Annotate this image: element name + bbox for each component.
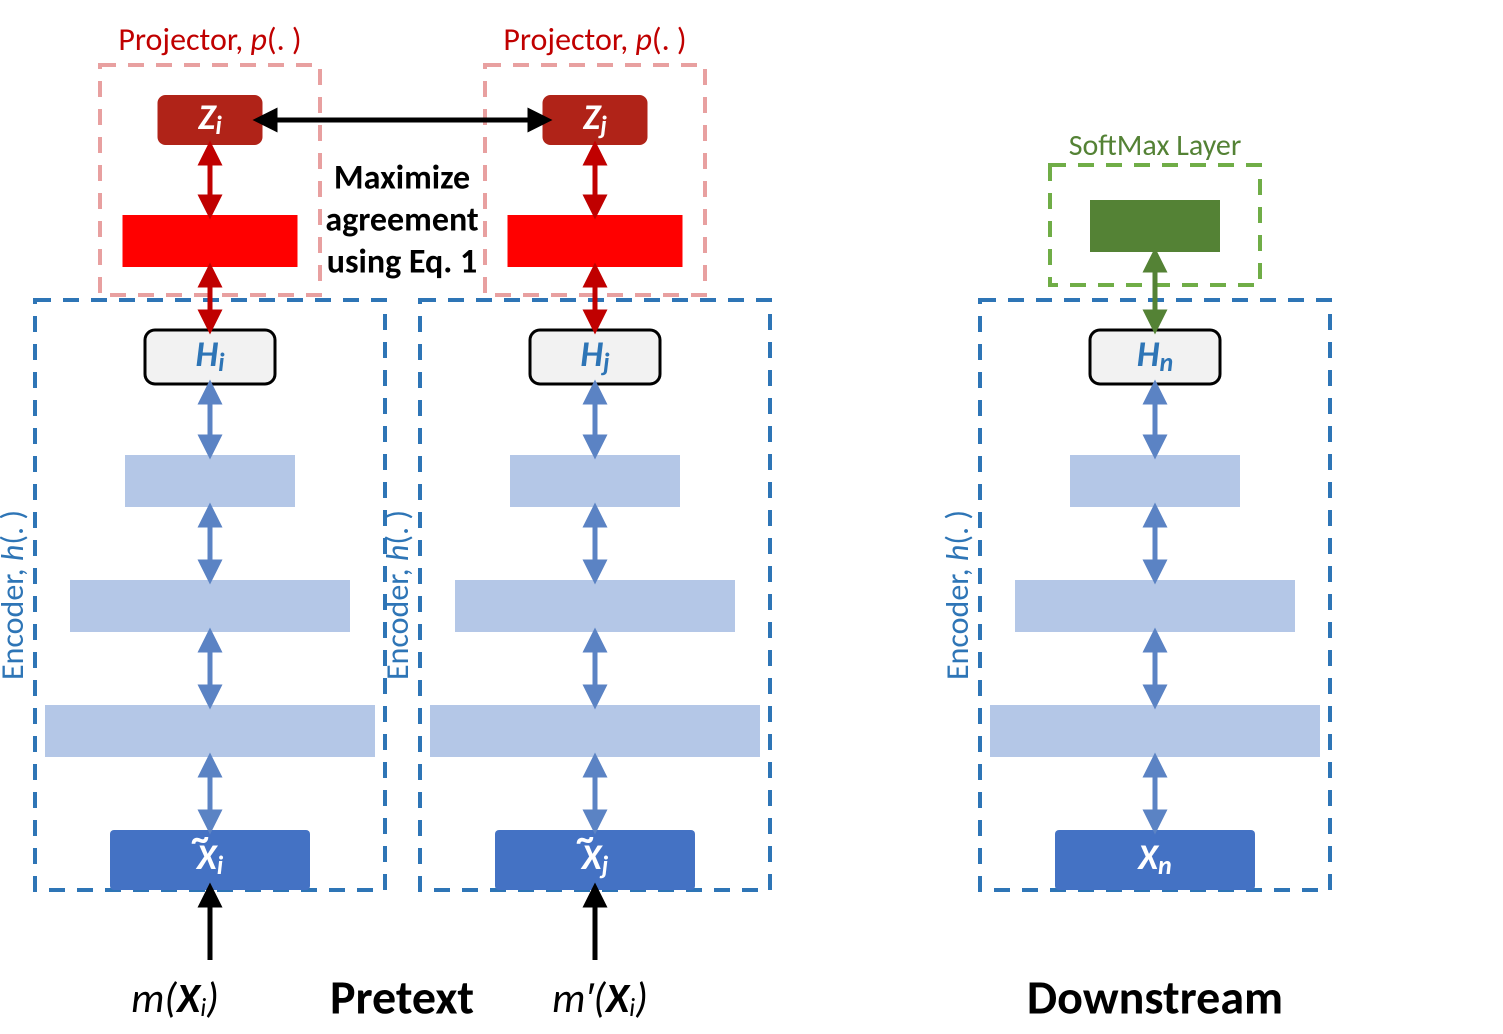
projector-layer-2: [508, 215, 683, 267]
x-label-2-tilde: ~: [576, 817, 594, 861]
m-xi-label: m(Xi): [131, 973, 219, 1024]
svg-text:Encoder, h(. ): Encoder, h(. ): [0, 510, 32, 680]
maximize-line-1: Maximize: [334, 157, 470, 198]
encoder-label-2: Encoder, h(. ): [378, 510, 417, 680]
maximize-line-2: agreement: [325, 199, 479, 240]
projector-label-1: Projector, p(. ): [118, 20, 301, 59]
enc-layer2-2: [455, 580, 735, 632]
svg-text:Encoder, h(. ): Encoder, h(. ): [378, 510, 417, 680]
projector-layer-1: [123, 215, 298, 267]
softmax-label: SoftMax Layer: [1069, 127, 1242, 164]
mp-xi-label: m′(Xi): [552, 973, 648, 1024]
softmax-layer: [1090, 200, 1220, 252]
maximize-line-3: using Eq. 1: [327, 241, 478, 282]
encoder-label-3: Encoder, h(. ): [938, 510, 977, 680]
downstream-title: Downstream: [1027, 968, 1283, 1027]
enc-layer2-3: [1015, 580, 1295, 632]
enc-layer2-1: [70, 580, 350, 632]
pretext-title: Pretext: [330, 968, 474, 1027]
enc-layer1-1: [125, 455, 295, 507]
enc-layer1-2: [510, 455, 680, 507]
projector-label-2: Projector, p(. ): [503, 20, 686, 59]
enc-layer3-3: [990, 705, 1320, 757]
enc-layer3-1: [45, 705, 375, 757]
enc-layer3-2: [430, 705, 760, 757]
svg-text:Encoder, h(. ): Encoder, h(. ): [938, 510, 977, 680]
encoder-label-1: Encoder, h(. ): [0, 510, 32, 680]
enc-layer1-3: [1070, 455, 1240, 507]
x-label-1-tilde: ~: [191, 817, 209, 861]
